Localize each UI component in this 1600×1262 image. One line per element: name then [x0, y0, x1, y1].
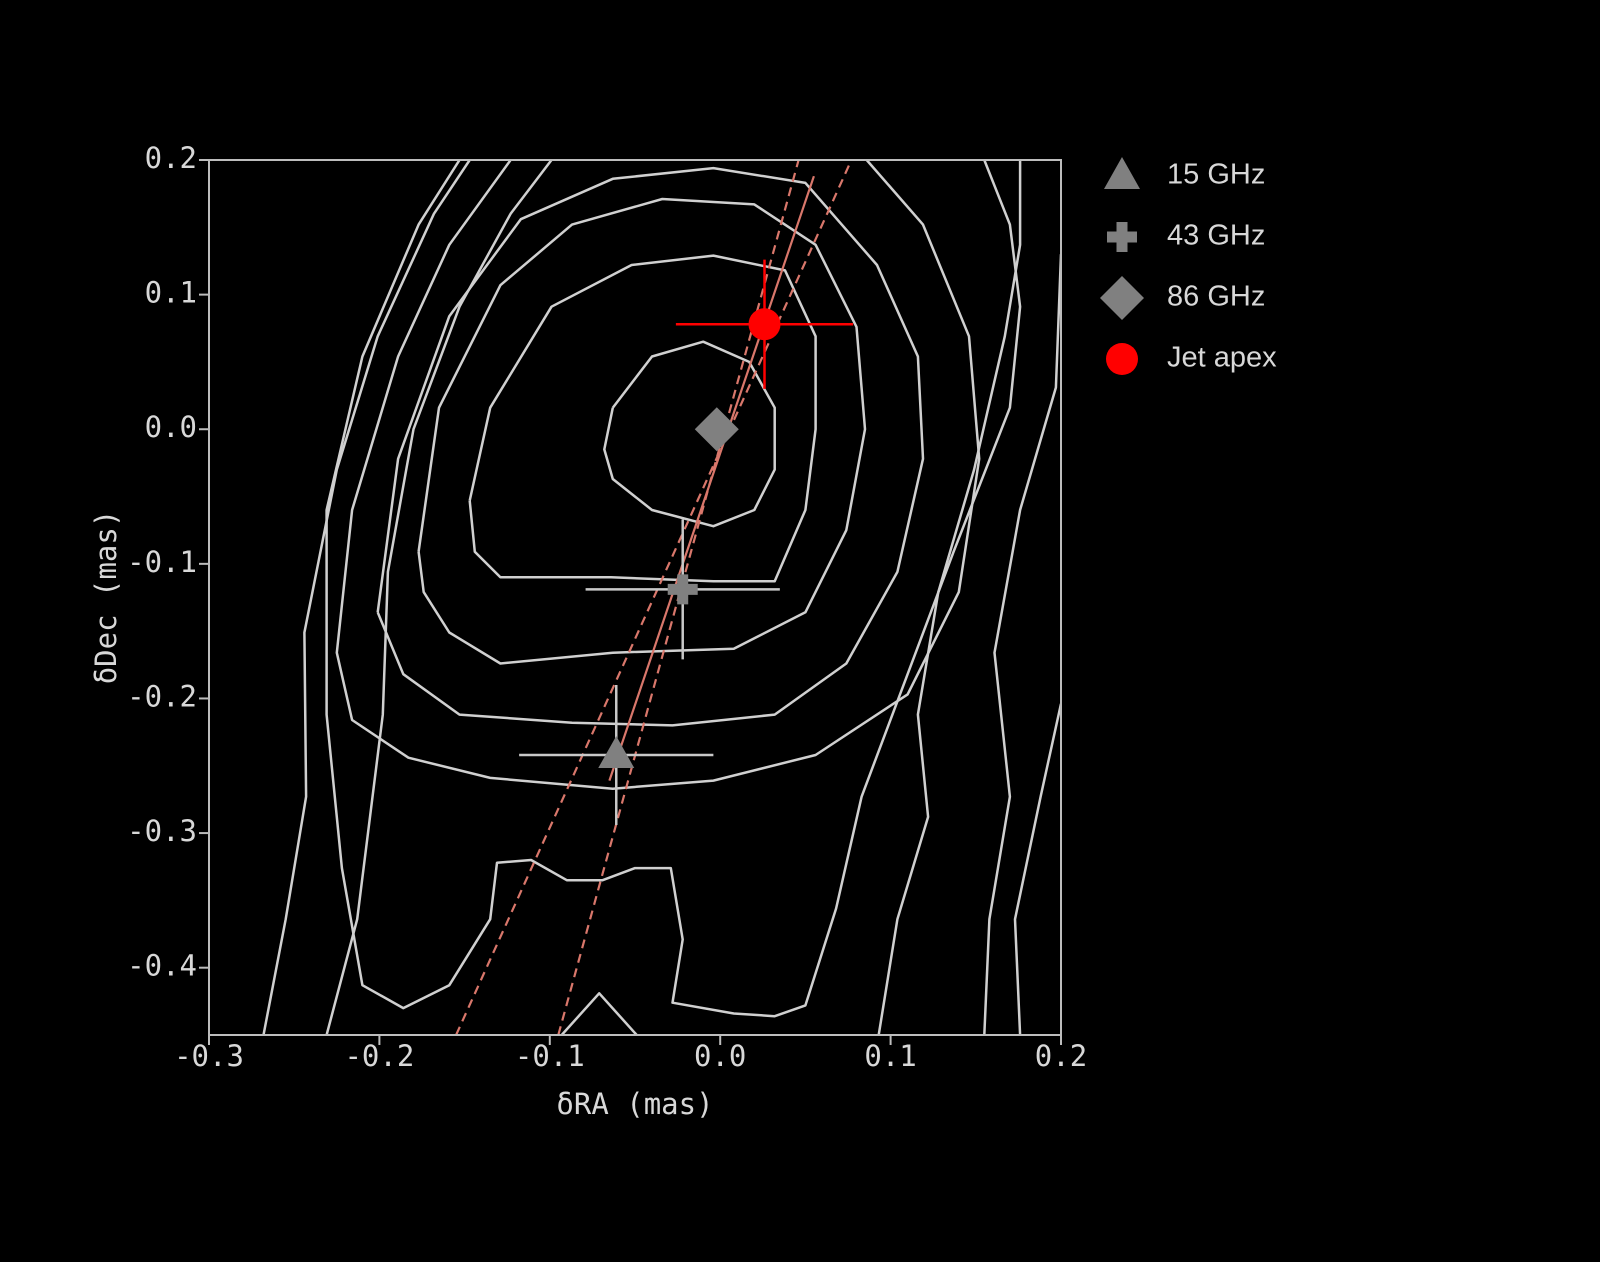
contour — [983, 254, 1061, 1035]
contour — [1013, 703, 1061, 1035]
contour — [560, 992, 638, 1035]
x-tick-label: -0.2 — [344, 1039, 414, 1073]
y-axis-label: δDec (mas) — [89, 510, 123, 685]
legend-label: 15 GHz — [1167, 159, 1265, 191]
contour — [335, 160, 981, 790]
contour — [417, 197, 867, 665]
legend-marker — [1106, 343, 1138, 375]
y-tick-label: -0.3 — [127, 814, 197, 848]
y-tick-label: 0.1 — [145, 276, 197, 310]
data-point — [694, 407, 739, 452]
y-tick-label: -0.4 — [127, 949, 197, 983]
legend-marker — [1107, 222, 1137, 252]
contour — [262, 160, 471, 1035]
legend-label: Jet apex — [1167, 342, 1277, 374]
x-tick-label: -0.1 — [515, 1039, 585, 1073]
contour — [376, 166, 925, 727]
legend-label: 43 GHz — [1167, 220, 1265, 252]
legend-label: 86 GHz — [1167, 281, 1265, 313]
contour — [325, 160, 553, 1035]
legend-marker — [1104, 157, 1140, 189]
y-tick-label: -0.1 — [127, 545, 197, 579]
contour — [468, 254, 817, 583]
x-tick-label: 0.0 — [694, 1039, 746, 1073]
contour — [325, 160, 1022, 1018]
contour — [603, 340, 776, 528]
y-tick-label: -0.2 — [127, 679, 197, 713]
plot-frame — [208, 159, 1062, 1036]
data-point — [667, 574, 698, 605]
x-tick-label: 0.2 — [1035, 1039, 1087, 1073]
y-tick-label: 0.2 — [145, 141, 197, 175]
data-point — [748, 308, 781, 341]
plot-area — [262, 160, 1061, 1035]
x-tick-label: 0.1 — [864, 1039, 916, 1073]
x-axis-label: δRA (mas) — [556, 1087, 713, 1121]
x-tick-label: -0.3 — [174, 1039, 244, 1073]
y-tick-label: 0.0 — [145, 410, 197, 444]
legend-marker — [1100, 276, 1144, 320]
fit-line — [455, 160, 853, 1035]
data-point — [598, 736, 635, 768]
contour — [877, 160, 1022, 1035]
